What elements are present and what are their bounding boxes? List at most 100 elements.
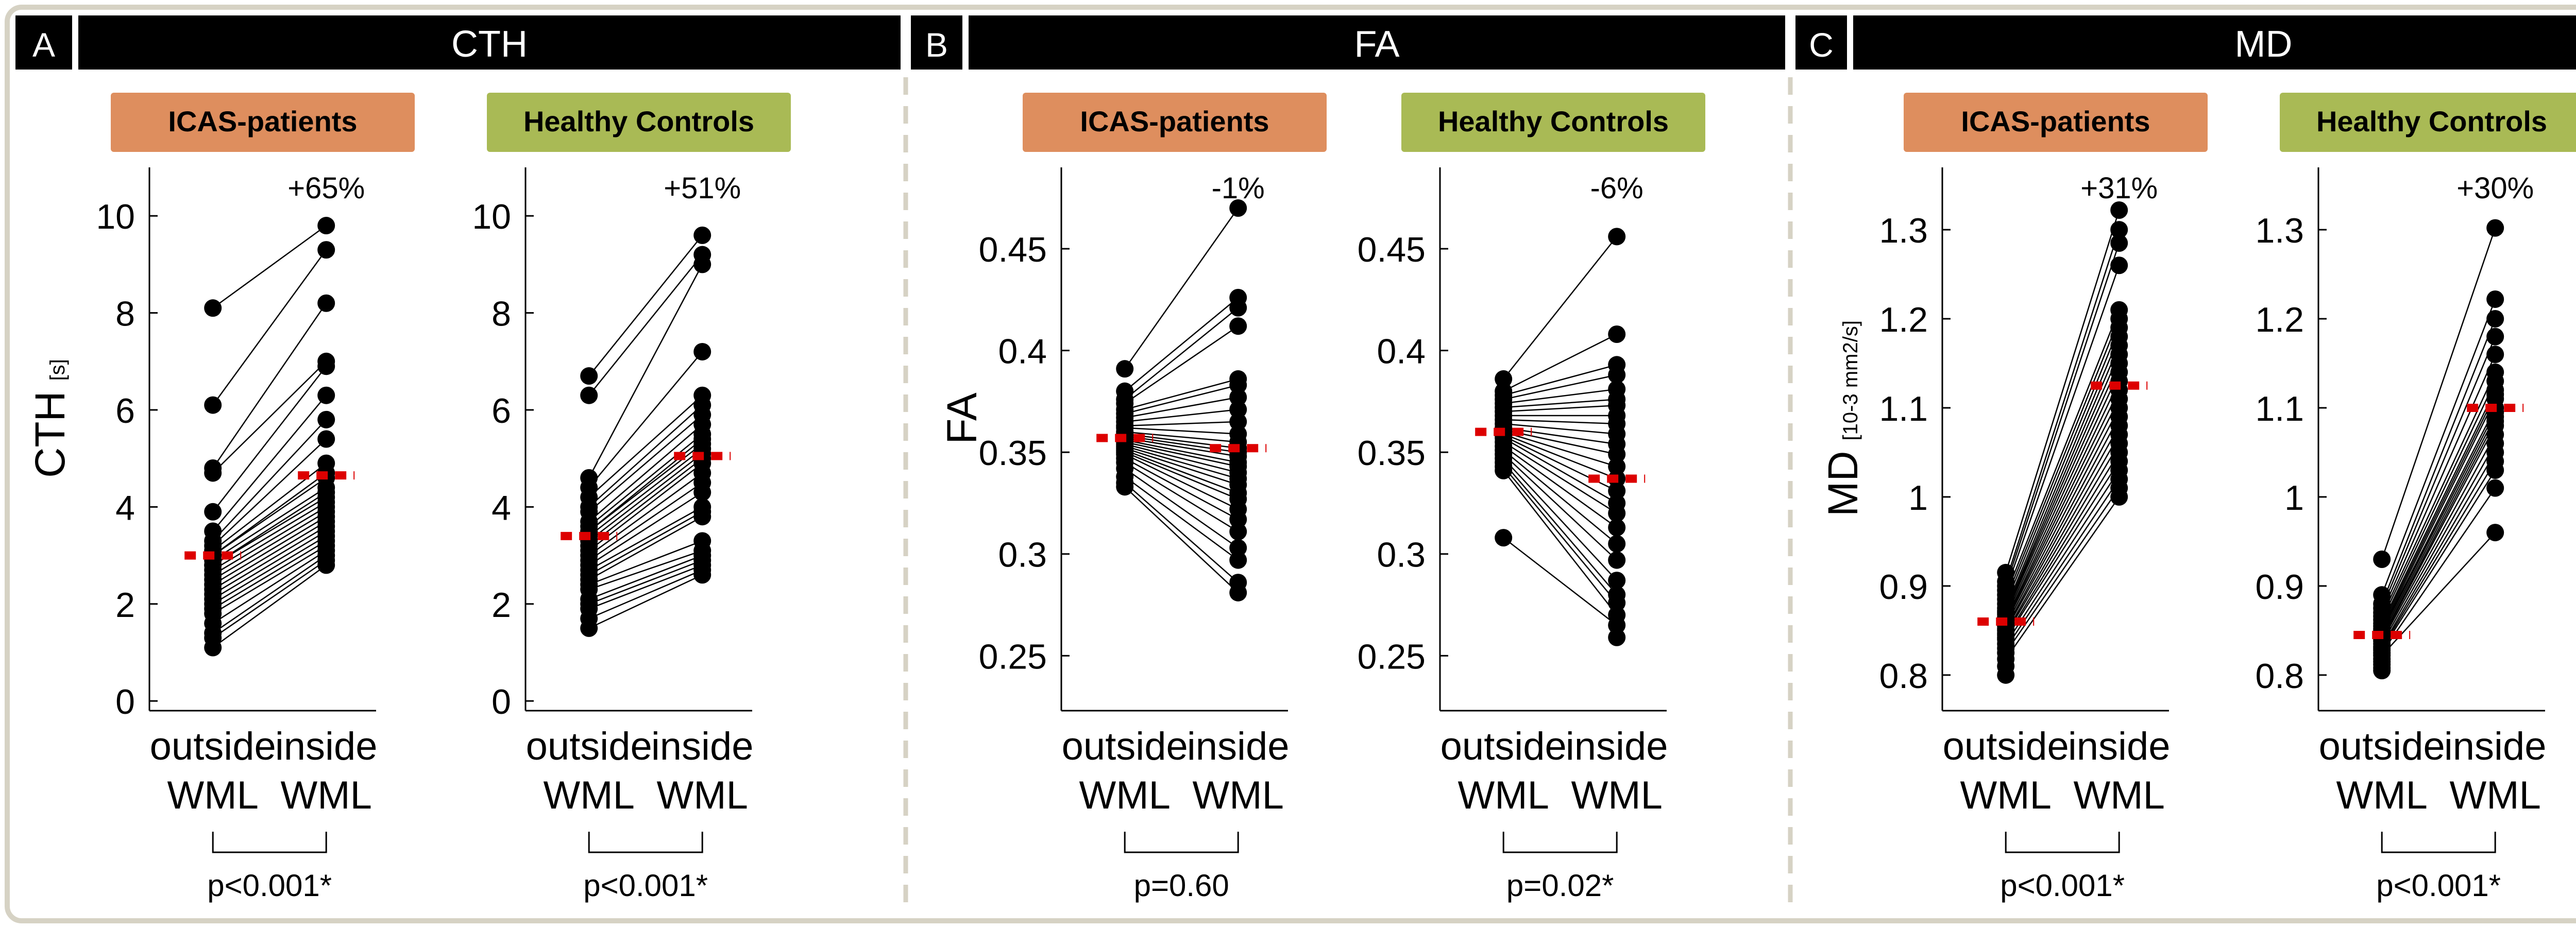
y-tick-label: 2 xyxy=(115,586,135,625)
pair-line xyxy=(1124,441,1239,468)
percent-change-label: +31% xyxy=(2080,171,2158,205)
y-tick-label: 1.2 xyxy=(1879,300,1928,339)
pair-line xyxy=(588,453,703,542)
y-tick-label: 0 xyxy=(492,682,511,721)
pair-line xyxy=(1503,537,1617,626)
y-tick-label: 0.4 xyxy=(1377,332,1426,371)
pair-line xyxy=(1503,364,1617,396)
pair-line xyxy=(1503,466,1618,604)
pair-line xyxy=(2381,389,2496,624)
pair-line xyxy=(2381,470,2496,651)
point-inside xyxy=(1229,388,1247,406)
y-tick-label: 0.25 xyxy=(1358,637,1426,676)
point-inside xyxy=(317,294,335,312)
pair-line xyxy=(1503,462,1618,595)
healthy-controls-badge xyxy=(1401,93,1705,152)
point-outside xyxy=(204,464,222,482)
point-inside xyxy=(693,484,711,502)
y-tick-label: 0.4 xyxy=(998,332,1047,371)
pair-line xyxy=(2381,228,2496,560)
pair-line xyxy=(1124,450,1239,494)
pair-line xyxy=(2381,381,2496,621)
pair-line xyxy=(2005,372,2120,617)
pair-line xyxy=(2381,434,2496,642)
point-inside xyxy=(1608,482,1626,500)
p-value-label: p<0.001* xyxy=(207,868,332,903)
pair-line xyxy=(2005,425,2120,631)
percent-change-label: +51% xyxy=(664,171,741,205)
pair-line xyxy=(1503,437,1617,504)
pair-line xyxy=(2005,210,2120,573)
point-inside xyxy=(317,241,335,259)
panel-letter: C xyxy=(1809,26,1834,64)
pair-line xyxy=(212,438,327,546)
pair-line xyxy=(1124,461,1239,532)
point-inside xyxy=(693,566,711,584)
pair-line xyxy=(1503,433,1617,479)
x-label-inside-wml: WML xyxy=(2450,774,2541,817)
pair-line xyxy=(212,472,327,556)
point-inside xyxy=(1608,504,1626,522)
pair-line xyxy=(1503,399,1617,408)
pair-line xyxy=(2381,318,2496,604)
point-inside xyxy=(2110,221,2128,239)
pair-line xyxy=(1124,397,1239,419)
pair-line xyxy=(212,249,327,406)
pair-line xyxy=(212,545,327,614)
pair-line xyxy=(1124,452,1239,500)
pair-line xyxy=(212,511,327,580)
pair-line xyxy=(212,535,327,605)
pair-line xyxy=(212,559,327,639)
healthy-controls-badge xyxy=(487,93,791,152)
pair-line xyxy=(588,482,703,561)
pair-line xyxy=(588,235,703,376)
pair-line xyxy=(2005,265,2120,591)
percent-change-label: -6% xyxy=(1590,171,1643,205)
chart-healthy-controls: Healthy Controls0246810+51%outsideWMLins… xyxy=(472,93,791,903)
y-tick-label: 1.3 xyxy=(1879,211,1928,250)
panel-title: CTH xyxy=(451,24,528,65)
pair-line xyxy=(212,540,327,610)
x-label-outside-wml: WML xyxy=(1079,774,1171,817)
pair-line xyxy=(2005,416,2120,629)
pair-line xyxy=(212,516,327,586)
point-inside xyxy=(2110,256,2128,274)
pair-line xyxy=(588,506,703,571)
percent-change-label: -1% xyxy=(1212,171,1265,205)
x-label-inside-wml: WML xyxy=(657,774,748,817)
pair-line xyxy=(1503,374,1617,400)
x-label-inside-wml: WML xyxy=(1193,774,1284,817)
point-outside xyxy=(2373,550,2391,568)
y-tick-label: 4 xyxy=(492,488,511,527)
pair-line xyxy=(588,574,703,629)
pair-line xyxy=(588,424,703,522)
point-inside xyxy=(1229,583,1247,602)
pair-line xyxy=(2381,421,2496,638)
point-inside xyxy=(1608,551,1626,569)
y-tick-label: 0.25 xyxy=(979,637,1047,676)
point-inside xyxy=(693,226,711,244)
x-label-outside-wml: WML xyxy=(2336,774,2428,817)
pair-line xyxy=(2381,336,2496,609)
panel-c: C MD MD[10-3 mm2/s] ICAS-patients 0.8 0.9 1 1.1… xyxy=(1795,15,2576,903)
pair-line xyxy=(2005,229,2120,582)
y-tick-label: 1.1 xyxy=(1879,389,1928,428)
pair-line xyxy=(212,550,327,624)
point-inside xyxy=(1229,539,1247,557)
pair-line xyxy=(588,414,703,512)
point-outside xyxy=(1495,370,1513,388)
point-outside xyxy=(1116,478,1134,496)
point-inside xyxy=(317,430,335,448)
x-label-inside: inside xyxy=(2444,725,2547,768)
pair-line xyxy=(2381,412,2496,633)
icas-patients-badge xyxy=(1023,93,1327,152)
y-axis-label: MD[10-3 mm2/s] xyxy=(1820,320,1867,517)
x-label-inside-wml: WML xyxy=(2074,774,2165,817)
y-tick-label: 1.2 xyxy=(2255,300,2304,339)
pair-line xyxy=(1503,450,1617,544)
point-inside xyxy=(693,255,711,273)
pair-line xyxy=(1503,405,1617,413)
x-label-outside: outside xyxy=(1062,725,1188,768)
pair-line xyxy=(212,525,327,595)
pair-line xyxy=(588,264,703,478)
